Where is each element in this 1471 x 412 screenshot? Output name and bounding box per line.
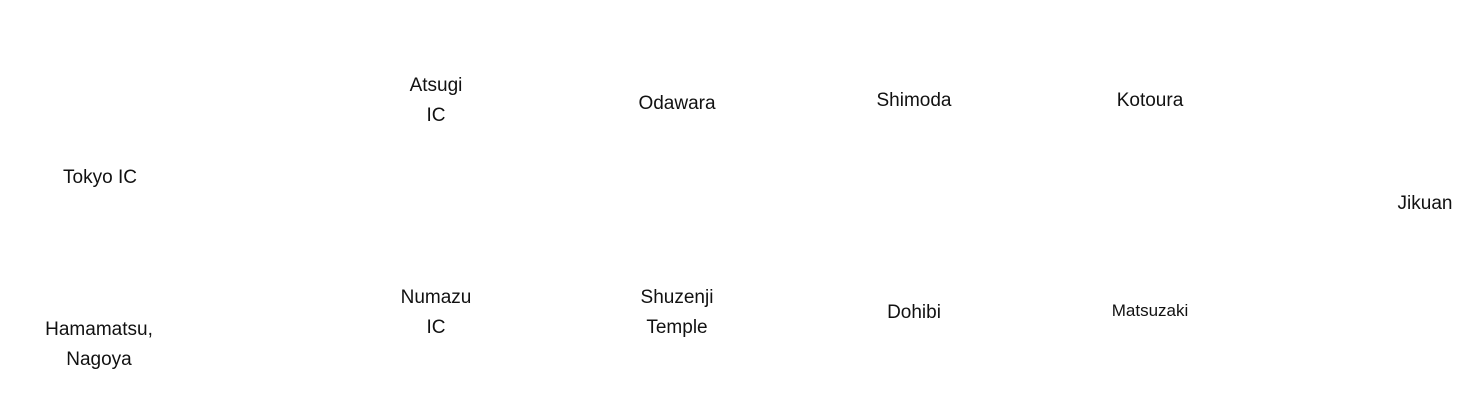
node-label: Atsugi <box>409 75 463 96</box>
node-label: IC <box>426 317 446 338</box>
node-label: Shimoda <box>876 90 952 111</box>
node-label: Odawara <box>638 93 716 114</box>
node-label: Dohibi <box>887 302 941 323</box>
node-hamamatsu-nagoya: Hamamatsu, Nagoya <box>45 315 153 375</box>
node-matsuzaki: Matsuzaki <box>1112 296 1189 326</box>
node-label: Temple <box>646 317 708 338</box>
node-label: Jikuan <box>1397 193 1453 214</box>
node-numazu-ic: Numazu IC <box>401 283 472 343</box>
node-label: Matsuzaki <box>1111 301 1189 320</box>
node-label: IC <box>426 105 446 126</box>
node-kotoura: Kotoura <box>1117 86 1184 116</box>
node-shimoda: Shimoda <box>877 86 952 116</box>
node-tokyo-ic: Tokyo IC <box>63 163 137 193</box>
node-label: Kotoura <box>1116 90 1184 111</box>
node-label: Numazu <box>400 287 472 308</box>
node-label: Tokyo IC <box>63 167 137 188</box>
node-dohibi: Dohibi <box>887 298 941 328</box>
node-odawara: Odawara <box>638 89 715 119</box>
node-label: Shuzenji <box>640 287 714 308</box>
node-label: Nagoya <box>66 349 132 370</box>
node-jikuan: Jikuan <box>1398 189 1453 219</box>
node-atsugi-ic: Atsugi IC <box>410 71 463 131</box>
node-shuzenji-temple: Shuzenji Temple <box>641 283 714 343</box>
node-label: Hamamatsu, <box>45 319 153 340</box>
